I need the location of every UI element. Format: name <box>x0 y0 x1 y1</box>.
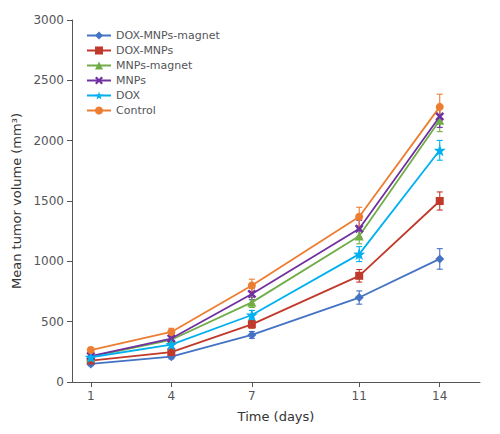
svg-text:1000: 1000 <box>33 254 64 268</box>
svg-text:7: 7 <box>248 389 256 403</box>
svg-text:1500: 1500 <box>33 194 64 208</box>
svg-text:DOX: DOX <box>116 89 140 102</box>
svg-text:1: 1 <box>87 389 95 403</box>
svg-text:11: 11 <box>352 389 367 403</box>
svg-text:14: 14 <box>432 389 447 403</box>
svg-text:MNPs: MNPs <box>116 74 146 87</box>
svg-text:0: 0 <box>56 375 64 389</box>
svg-text:2500: 2500 <box>33 73 64 87</box>
svg-text:Control: Control <box>116 104 156 117</box>
svg-text:3000: 3000 <box>33 13 64 27</box>
svg-text:4: 4 <box>167 389 175 403</box>
svg-text:DOX-MNPs: DOX-MNPs <box>116 44 174 57</box>
svg-text:500: 500 <box>41 315 64 329</box>
svg-text:MNPs-magnet: MNPs-magnet <box>116 59 193 72</box>
svg-text:Time (days): Time (days) <box>237 409 315 424</box>
svg-text:Mean tumor volume (mm³): Mean tumor volume (mm³) <box>9 113 24 289</box>
svg-text:DOX-MNPs-magnet: DOX-MNPs-magnet <box>116 29 220 42</box>
svg-text:2000: 2000 <box>33 134 64 148</box>
